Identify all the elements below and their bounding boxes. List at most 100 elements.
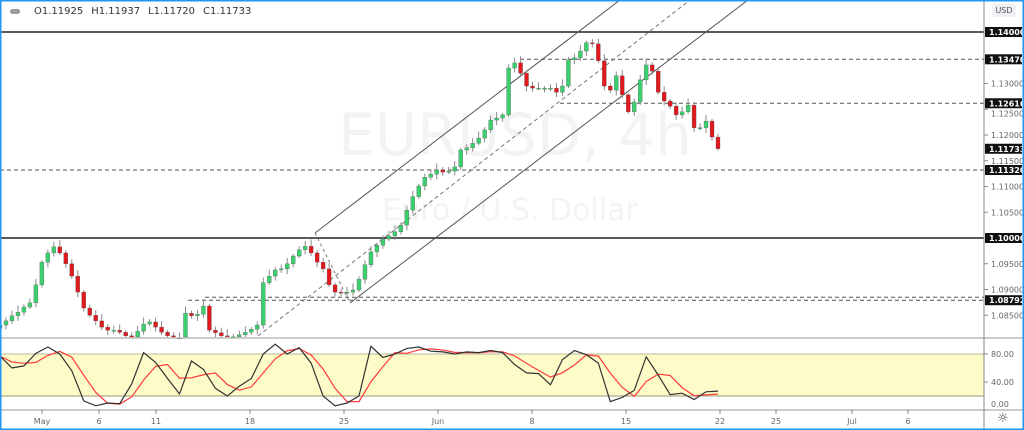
candle-down xyxy=(189,313,194,316)
candle-down xyxy=(75,275,80,293)
candle-down xyxy=(620,75,625,95)
candle-up xyxy=(195,314,200,316)
candle-down xyxy=(530,85,535,89)
candle-up xyxy=(9,315,15,322)
candle-up xyxy=(470,143,475,149)
candle-up xyxy=(488,119,493,131)
candle-down xyxy=(123,332,128,336)
stochastic-pane xyxy=(0,343,984,407)
candle-down xyxy=(715,136,721,149)
price-tick-label: 1.12000 xyxy=(991,131,1024,140)
ohlc-legend: O1.11925 H1.11937 L1.11720 C1.11733 xyxy=(34,6,251,17)
stoch-tick-label: 40.00 xyxy=(991,378,1014,387)
time-tick-label: May xyxy=(34,417,51,426)
candle-up xyxy=(183,313,188,338)
candle-up xyxy=(404,210,410,226)
stoch-tick-label: 80.00 xyxy=(991,350,1014,359)
price-tick-label: 1.10500 xyxy=(991,208,1024,217)
price-label-tag-text: 1.11320 xyxy=(989,166,1024,175)
time-axis[interactable]: May 6 11 18 25 Jun 8 15 22 25 Jul 6 xyxy=(34,410,911,426)
candle-down xyxy=(320,262,326,270)
candle-up xyxy=(27,302,33,308)
candle-down xyxy=(596,43,601,61)
candle-up xyxy=(494,117,499,121)
price-axis[interactable]: 1.13000 1.12500 1.12000 1.11500 1.11000 1.105… xyxy=(984,27,1024,411)
candle-up xyxy=(368,251,374,265)
candle-up xyxy=(560,85,565,93)
candle-up xyxy=(201,305,206,315)
candle-up xyxy=(273,269,278,277)
candle-up xyxy=(51,246,56,254)
gear-icon[interactable]: ☼ xyxy=(997,411,1009,426)
price-label-tag xyxy=(985,27,1022,37)
candle-up xyxy=(482,129,487,139)
candle-down xyxy=(667,100,673,107)
candle-up xyxy=(703,120,709,128)
candle-up xyxy=(255,324,260,330)
time-tick-label: 11 xyxy=(151,417,161,426)
candle-up xyxy=(261,282,266,326)
candle-down xyxy=(207,305,212,331)
candle-down xyxy=(326,268,332,286)
channel-lower-line xyxy=(349,0,749,304)
candle-up xyxy=(512,62,517,69)
legend-low: L1.11720 xyxy=(148,6,196,17)
candle-up xyxy=(614,75,619,91)
candle-up xyxy=(452,166,457,172)
candle-up xyxy=(45,252,51,263)
time-tick-label: 6 xyxy=(96,417,101,426)
price-label-tag-text: 1.11733 xyxy=(989,145,1024,154)
candle-up xyxy=(302,246,308,250)
candle-up xyxy=(291,255,296,264)
candle-down xyxy=(213,330,218,333)
price-label-tag xyxy=(985,98,1022,109)
time-tick-label: 15 xyxy=(621,417,631,426)
candle-down xyxy=(105,326,110,331)
candle-up xyxy=(374,245,380,253)
candle-up xyxy=(572,57,577,60)
legend-high: H1.11937 xyxy=(91,6,141,17)
candle-down xyxy=(524,73,529,87)
candle-down xyxy=(219,332,224,337)
candle-up xyxy=(362,264,368,280)
candle-up xyxy=(584,42,589,52)
candle-up xyxy=(679,111,685,116)
time-tick-label: Jul xyxy=(846,417,857,426)
candle-up xyxy=(380,238,386,246)
candle-up xyxy=(464,147,469,151)
collapse-legend-icon[interactable] xyxy=(10,9,20,14)
price-label-tag xyxy=(985,233,1022,243)
candle-up xyxy=(500,114,505,119)
time-tick-label: 22 xyxy=(715,417,725,426)
candle-up xyxy=(285,263,290,270)
candle-up xyxy=(632,101,637,112)
candle-down xyxy=(69,263,74,277)
candle-up xyxy=(135,331,140,338)
candle-down xyxy=(691,104,697,128)
candle-up xyxy=(350,289,356,293)
legend-open: O1.11925 xyxy=(34,6,84,17)
candle-down xyxy=(63,252,68,264)
time-tick-label: 25 xyxy=(771,417,781,426)
candle-up xyxy=(141,323,146,332)
price-label-tag-text: 1.08792 xyxy=(989,296,1024,305)
candle-down xyxy=(57,246,62,254)
candle-up xyxy=(243,332,248,335)
candle-up xyxy=(237,334,242,338)
candle-down xyxy=(626,94,631,112)
price-tick-label: 1.13000 xyxy=(991,80,1024,89)
candle-down xyxy=(590,42,595,44)
candle-up xyxy=(434,169,439,175)
currency-button[interactable]: USD xyxy=(992,4,1016,17)
candle-down xyxy=(554,87,559,93)
candle-up xyxy=(506,67,511,116)
candle-down xyxy=(87,307,92,316)
time-tick-label: Jun xyxy=(431,417,445,426)
channel-upper-line xyxy=(314,0,621,234)
candle-up xyxy=(147,321,152,325)
candle-up xyxy=(15,312,21,316)
price-label-tag xyxy=(985,54,1022,65)
price-tick-label: 1.12500 xyxy=(991,109,1024,118)
candle-up xyxy=(536,87,541,90)
